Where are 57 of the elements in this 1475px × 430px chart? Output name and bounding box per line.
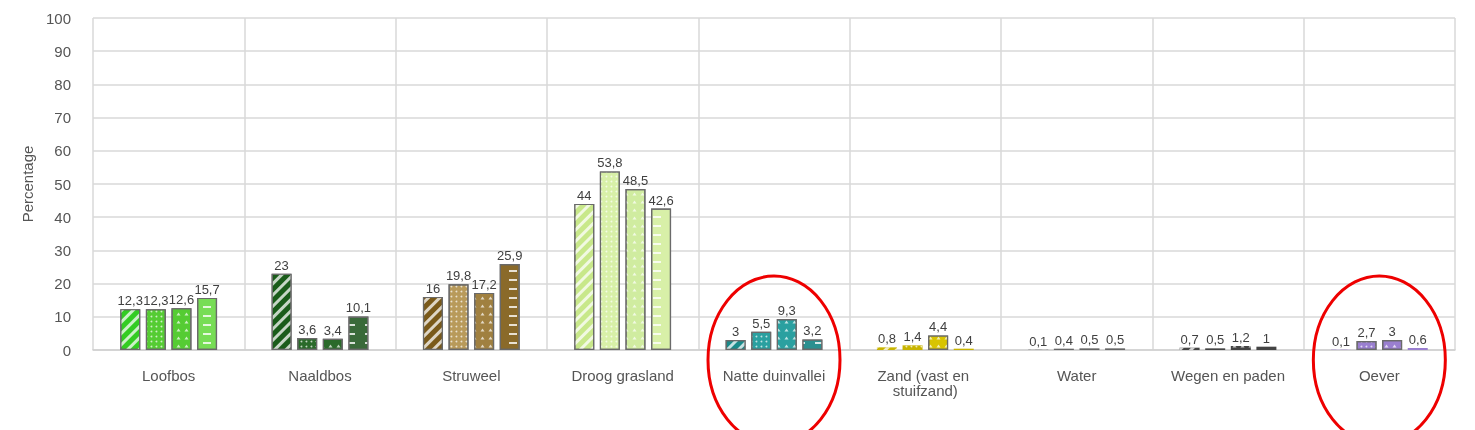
data-label: 1 [1262, 330, 1271, 346]
x-tick-label: Zand (vast en stuifzand) [877, 367, 974, 399]
x-tick-label: Water [1056, 367, 1097, 384]
x-tick-label: Droog grasland [571, 367, 674, 384]
data-label: 0,8 [877, 331, 896, 347]
data-label: 0,6 [1408, 332, 1427, 348]
x-tick-label: Wegen en paden [1171, 367, 1285, 384]
data-label: 15,7 [194, 281, 220, 297]
data-label: 12,6 [168, 292, 195, 308]
data-label: 0,1 [1029, 333, 1048, 349]
data-label: 5,5 [752, 315, 771, 331]
data-label: 16 [425, 280, 441, 296]
data-label: 3,2 [803, 323, 822, 339]
y-tick-label: 100 [45, 9, 71, 27]
x-tick-label: Oever [1358, 367, 1400, 384]
data-label: 0,1 [1331, 333, 1350, 349]
y-tick-label: 80 [54, 75, 71, 93]
data-label: 1,2 [1231, 330, 1250, 346]
data-label: 0,5 [1106, 332, 1125, 348]
data-label: 23 [274, 257, 289, 273]
y-tick-label: 60 [54, 142, 71, 160]
data-label: 25,9 [497, 248, 523, 264]
data-label: 12,3 [117, 293, 143, 309]
data-label: 44 [577, 187, 592, 203]
y-tick-label: 10 [54, 308, 71, 326]
data-label: 0,5 [1080, 332, 1099, 348]
y-tick-label: 0 [62, 341, 71, 359]
data-label: 19,8 [445, 268, 472, 284]
data-label: 48,5 [622, 172, 649, 188]
data-label: 0,4 [954, 332, 973, 348]
x-tick-label: Loofbos [141, 367, 196, 384]
y-tick-label: 40 [54, 208, 71, 226]
y-tick-label: 20 [54, 275, 71, 293]
x-tick-label: Naaldbos [288, 367, 352, 384]
data-label: 12,3 [143, 293, 169, 309]
x-tick-label: Natte duinvallei [722, 367, 826, 384]
data-label: 3 [1388, 324, 1396, 340]
data-label: 53,8 [597, 155, 623, 171]
x-tick-label: Struweel [442, 367, 501, 384]
y-tick-label: 90 [54, 42, 71, 60]
data-label: 4,4 [929, 319, 948, 335]
data-label: 10,1 [345, 300, 372, 316]
data-label: 42,6 [648, 192, 674, 208]
data-label: 3 [731, 324, 740, 340]
data-label: 9,3 [777, 303, 796, 319]
y-tick-label: 30 [54, 241, 71, 259]
data-label: 0,5 [1206, 332, 1225, 348]
data-label: 0,7 [1180, 331, 1199, 347]
data-label: 3,4 [323, 322, 342, 338]
y-tick-label: 70 [54, 109, 71, 127]
data-label: 2,7 [1357, 325, 1376, 341]
data-label: 3,6 [298, 322, 317, 338]
data-label: 0,4 [1054, 332, 1073, 348]
y-tick-label: 50 [54, 175, 71, 193]
y-axis-title: Percentage [19, 145, 36, 223]
data-label: 17,2 [471, 276, 497, 292]
data-label: 1,4 [903, 329, 922, 345]
